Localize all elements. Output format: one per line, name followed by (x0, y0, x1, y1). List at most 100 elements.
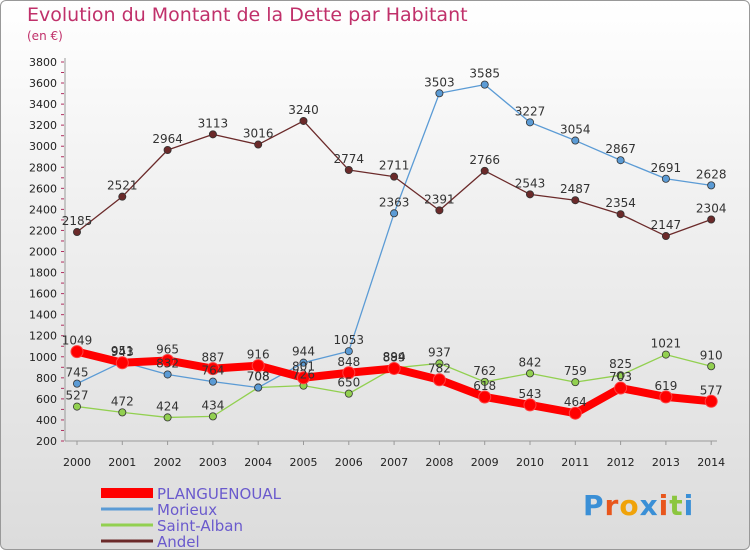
data-point (70, 345, 84, 359)
data-label: 2774 (334, 152, 365, 166)
data-label: 2628 (696, 167, 727, 181)
data-point (616, 156, 625, 165)
data-label: 708 (247, 370, 270, 384)
data-label: 2691 (651, 161, 682, 175)
data-point (163, 146, 172, 155)
series-planguenoual (70, 345, 718, 420)
x-tick-label: 2006 (335, 456, 363, 469)
series-morieux (73, 80, 716, 392)
data-point (616, 371, 625, 380)
data-point (616, 210, 625, 219)
legend-swatch (101, 488, 153, 498)
y-tick-label: 3600 (29, 77, 57, 90)
data-label: 951 (111, 344, 134, 358)
y-tick-label: 1400 (29, 309, 57, 322)
data-point (118, 192, 127, 201)
data-point (299, 116, 308, 125)
data-label: 3054 (560, 123, 591, 137)
data-point (614, 381, 628, 395)
data-point (73, 402, 82, 411)
y-tick-label: 600 (36, 393, 57, 406)
data-point (161, 353, 175, 367)
data-point (661, 174, 670, 183)
data-label: 965 (156, 342, 179, 356)
x-tick-label: 2008 (425, 456, 453, 469)
legend-label: Andel (157, 533, 200, 549)
y-tick-label: 1800 (29, 267, 57, 280)
y-tick-label: 400 (36, 414, 57, 427)
x-tick-label: 2013 (652, 456, 680, 469)
x-tick-label: 2011 (561, 456, 589, 469)
data-label: 619 (654, 379, 677, 393)
x-tick-label: 2002 (154, 456, 182, 469)
data-label: 2185 (62, 214, 93, 228)
data-point (254, 140, 263, 149)
x-tick-label: 2005 (290, 456, 318, 469)
data-label: 842 (519, 355, 542, 369)
data-point (480, 377, 489, 386)
data-point (568, 406, 582, 420)
data-label: 2304 (696, 201, 727, 215)
data-label: 764 (201, 364, 224, 378)
data-point (480, 80, 489, 89)
data-point (254, 383, 263, 392)
data-point (661, 232, 670, 241)
data-label: 543 (519, 387, 542, 401)
chart-title: Evolution du Montant de la Dette par Hab… (27, 4, 468, 26)
data-label: 825 (609, 357, 632, 371)
logo-letter: i (683, 489, 695, 522)
data-point (115, 356, 129, 370)
data-point (344, 389, 353, 398)
data-label: 726 (292, 368, 315, 382)
proxiti-logo: Proxiti (583, 489, 694, 522)
logo-letter: P (583, 489, 605, 522)
data-label: 832 (156, 356, 179, 370)
data-label: 910 (700, 348, 723, 362)
data-point (387, 361, 401, 375)
data-point (478, 390, 492, 404)
data-label: 2391 (424, 192, 455, 206)
data-label: 3503 (424, 75, 455, 89)
data-point (73, 379, 82, 388)
data-label: 708 (247, 370, 270, 384)
data-point (432, 373, 446, 387)
data-point (526, 190, 535, 199)
data-label: 937 (428, 345, 451, 359)
data-label: 848 (337, 355, 360, 369)
y-tick-label: 1000 (29, 351, 57, 364)
data-label: 2354 (605, 196, 636, 210)
data-label: 762 (473, 364, 496, 378)
data-point (163, 370, 172, 379)
data-point (299, 358, 308, 367)
x-tick-label: 2003 (199, 456, 227, 469)
data-point (571, 196, 580, 205)
data-label: 472 (111, 394, 134, 408)
data-point (526, 369, 535, 378)
chart-subtitle: (en €) (27, 29, 63, 43)
data-point (435, 89, 444, 98)
data-point (251, 359, 265, 373)
x-tick-label: 2000 (63, 456, 91, 469)
data-label: 2964 (152, 132, 183, 146)
y-tick-label: 2000 (29, 246, 57, 259)
data-label: 2521 (107, 179, 138, 193)
data-point (73, 228, 82, 237)
data-label: 2766 (469, 153, 500, 167)
logo-letter: t (669, 489, 684, 522)
data-point (297, 371, 310, 385)
data-point (707, 181, 716, 190)
y-tick-label: 3800 (29, 56, 57, 69)
x-tick-label: 2007 (380, 456, 408, 469)
legend-swatch (101, 539, 153, 543)
data-label: 577 (700, 383, 723, 397)
data-label: 2543 (515, 176, 546, 190)
x-tick-label: 2009 (471, 456, 499, 469)
data-point (208, 412, 217, 421)
data-label: 889 (383, 350, 406, 364)
y-tick-label: 3400 (29, 98, 57, 111)
data-label: 943 (111, 345, 134, 359)
data-label: 2487 (560, 182, 591, 196)
logo-letter: x (639, 489, 659, 522)
